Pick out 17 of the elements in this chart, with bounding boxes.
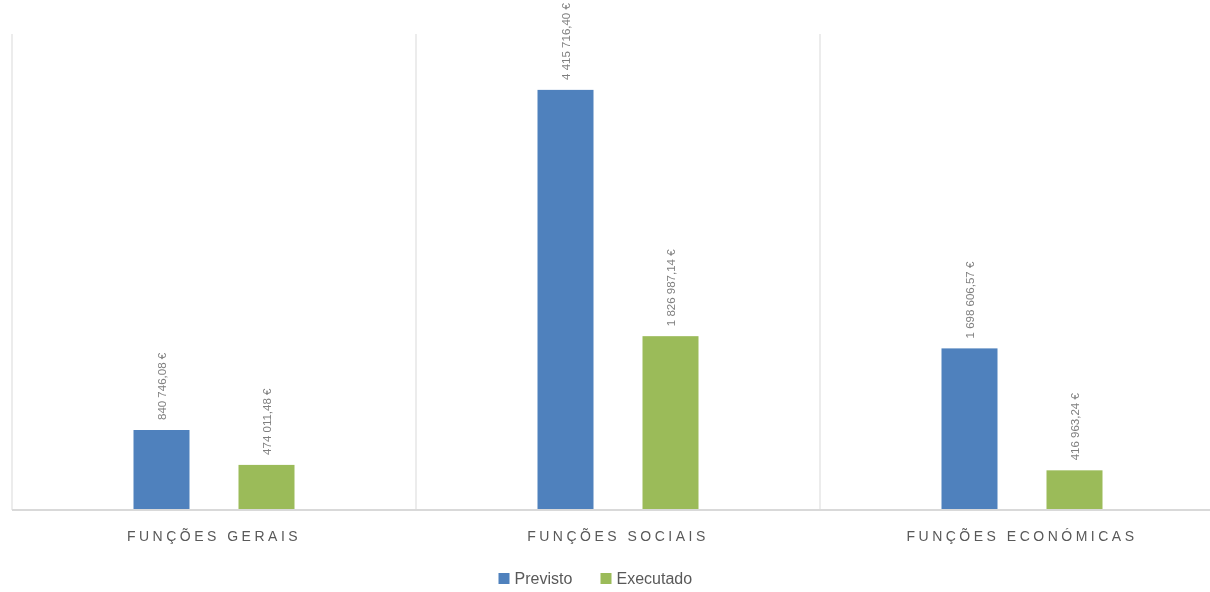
data-label: 4 415 716,40 €	[559, 2, 572, 80]
data-label: 840 746,08 €	[155, 352, 168, 421]
data-label: 474 011,48 €	[260, 388, 273, 455]
bar	[133, 430, 190, 510]
data-label: 416 963,24 €	[1068, 392, 1081, 461]
data-label: 1 698 606,57 €	[963, 261, 976, 339]
bar	[941, 348, 998, 510]
bar	[238, 464, 295, 510]
legend-label: Previsto	[514, 570, 573, 587]
bar	[1046, 470, 1103, 510]
bar	[642, 336, 699, 510]
x-tick-label: FUNÇÕES SOCIAIS	[527, 528, 709, 544]
x-tick-label: FUNÇÕES GERAIS	[126, 528, 302, 544]
legend-label: Executado	[616, 570, 693, 587]
data-label: 1 826 987,14 €	[664, 248, 677, 327]
bar	[537, 89, 594, 510]
x-tick-label: FUNÇÕES ECONÓMICAS	[906, 528, 1138, 544]
